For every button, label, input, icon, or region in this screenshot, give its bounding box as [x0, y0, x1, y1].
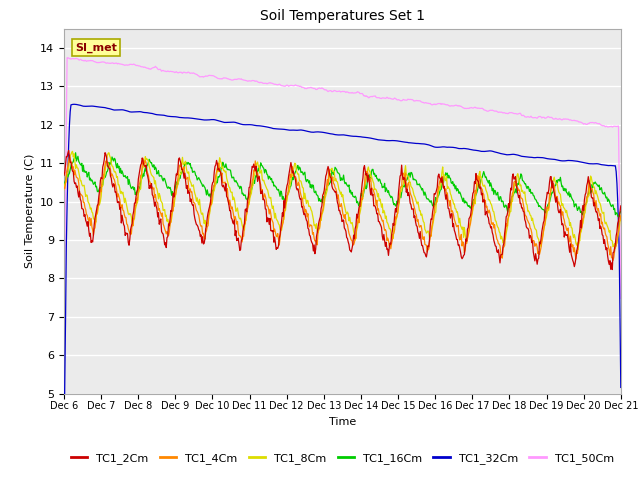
- Legend: TC1_2Cm, TC1_4Cm, TC1_8Cm, TC1_16Cm, TC1_32Cm, TC1_50Cm: TC1_2Cm, TC1_4Cm, TC1_8Cm, TC1_16Cm, TC1…: [67, 448, 618, 468]
- Y-axis label: Soil Temperature (C): Soil Temperature (C): [24, 154, 35, 268]
- Text: SI_met: SI_met: [75, 43, 117, 53]
- Title: Soil Temperatures Set 1: Soil Temperatures Set 1: [260, 10, 425, 24]
- X-axis label: Time: Time: [329, 417, 356, 427]
